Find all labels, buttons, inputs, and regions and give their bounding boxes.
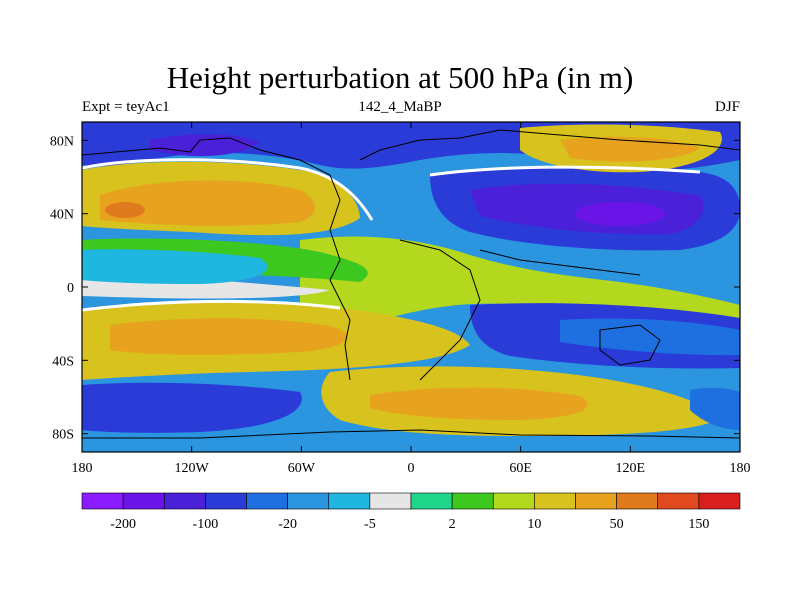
y-tick-label: 40N — [50, 208, 74, 223]
colorbar-label: 50 — [610, 517, 624, 532]
colorbar-label: -100 — [193, 517, 219, 532]
field-region-south-tropic-low — [82, 249, 268, 284]
colorbar-swatch — [287, 492, 330, 510]
x-tick-label: 120E — [616, 461, 646, 476]
coastlines — [82, 129, 740, 439]
x-axis: 180 120W 60W 0 60E 120E 180 — [72, 122, 751, 476]
colorbar-swatch — [657, 492, 700, 510]
coastline-africa — [399, 239, 481, 381]
coastline-asia — [479, 249, 641, 276]
colorbar-label: 10 — [527, 517, 541, 532]
colorbar-swatch — [122, 492, 165, 510]
colorbar-label: -20 — [278, 517, 297, 532]
field-region-southern-low — [82, 382, 302, 433]
contour-line-north — [82, 158, 374, 221]
chart-title: Height perturbation at 500 hPa (in m) — [166, 60, 634, 95]
colorbar-swatch — [534, 492, 576, 510]
colorbar-label: -200 — [110, 517, 136, 532]
field-region-na-high-peak — [105, 202, 145, 218]
colorbar-swatch — [369, 492, 412, 510]
colorbar-swatch — [205, 492, 247, 510]
colorbar-swatch — [246, 492, 288, 510]
x-tick-label: 60W — [288, 461, 316, 476]
contour-line-south — [82, 299, 341, 312]
x-tick-label: 180 — [730, 461, 751, 476]
colorbar-label: 2 — [449, 517, 456, 532]
coastline-africa-eurasia — [359, 129, 740, 161]
field-region-antarctic-low — [690, 387, 740, 430]
y-tick-label: 80N — [50, 134, 74, 149]
field-region-tropics-green — [300, 236, 740, 327]
experiment-label: Expt = teyAc1 — [82, 99, 170, 115]
y-axis: 80N 40N 0 40S 80S — [50, 134, 740, 443]
colorbar-swatch — [410, 492, 453, 510]
colorbar-swatch — [451, 492, 494, 510]
x-tick-label: 60E — [509, 461, 532, 476]
season-label: DJF — [714, 99, 740, 115]
field-region-asia-low-peak — [575, 202, 665, 226]
coastline-antarctica — [82, 429, 740, 439]
x-tick-label: 120W — [175, 461, 210, 476]
colorbar-label: -5 — [364, 517, 376, 532]
colorbar-swatch — [328, 492, 371, 510]
colorbar-swatch — [616, 492, 659, 510]
colorbar-swatch — [492, 492, 535, 510]
coastline-australia — [599, 324, 661, 366]
y-tick-label: 80S — [52, 428, 74, 443]
contour-line-asia — [429, 165, 701, 177]
colorbar-swatch — [163, 492, 206, 510]
y-tick-label: 0 — [67, 281, 74, 296]
height-field — [82, 122, 740, 452]
x-tick-label: 180 — [72, 461, 93, 476]
colorbar: -200 -100 -20 -5 2 10 50 150 — [81, 492, 741, 532]
case-label: 142_4_MaBP — [358, 99, 442, 115]
colorbar-swatch — [698, 492, 741, 510]
colorbar-swatch — [81, 492, 124, 510]
field-region-south-high-core — [110, 318, 347, 355]
field-region-southern-high-core — [370, 387, 588, 420]
colorbar-label: 150 — [688, 517, 709, 532]
field-region-na-high-core — [100, 180, 315, 226]
y-tick-label: 40S — [52, 354, 74, 369]
colorbar-swatch — [575, 492, 617, 510]
x-tick-label: 0 — [408, 461, 415, 476]
coastline-americas — [82, 137, 351, 381]
field-region-south-pacific-low-core — [560, 318, 740, 356]
